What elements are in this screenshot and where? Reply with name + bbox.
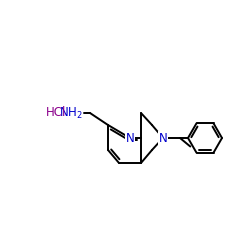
Text: N: N [159,132,168,144]
Text: N: N [126,132,134,144]
Text: HCl: HCl [46,106,66,120]
Text: NH$_2$: NH$_2$ [59,106,83,120]
